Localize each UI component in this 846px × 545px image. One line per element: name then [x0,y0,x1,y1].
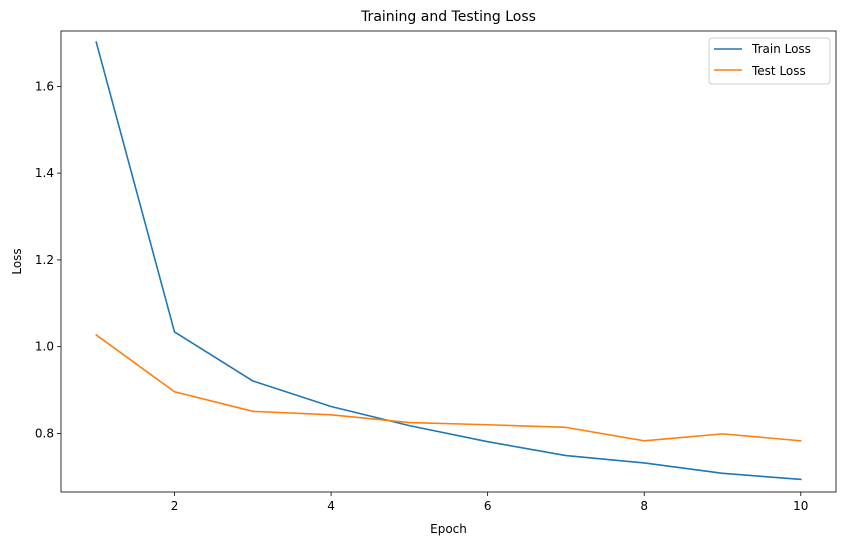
y-tick-label: 1.6 [35,79,54,93]
x-tick-label: 6 [484,499,492,513]
plot-area [95,41,802,481]
series-line-test-loss [95,333,802,442]
x-axis: 2 4 6 8 10 [171,492,808,513]
y-tick-label: 0.8 [35,426,54,440]
axes-frame [60,30,837,493]
chart-title: Training and Testing Loss [360,9,536,25]
y-axis-label: Loss [10,248,24,274]
x-axis-label: Epoch [430,522,467,536]
x-tick-label: 2 [171,499,179,513]
x-tick-label: 10 [793,499,808,513]
x-tick-label: 4 [327,499,335,513]
y-tick-label: 1.4 [35,166,54,180]
x-tick-label: 8 [640,499,648,513]
y-tick-label: 1.0 [35,340,54,354]
series-line-train-loss [95,41,802,481]
y-tick-label: 1.2 [35,253,54,267]
y-axis: 0.8 1.0 1.2 1.4 1.6 [35,79,61,440]
legend-label-test-loss: Test Loss [751,64,806,78]
legend: Train Loss Test Loss [708,37,831,85]
legend-label-train-loss: Train Loss [751,42,811,56]
